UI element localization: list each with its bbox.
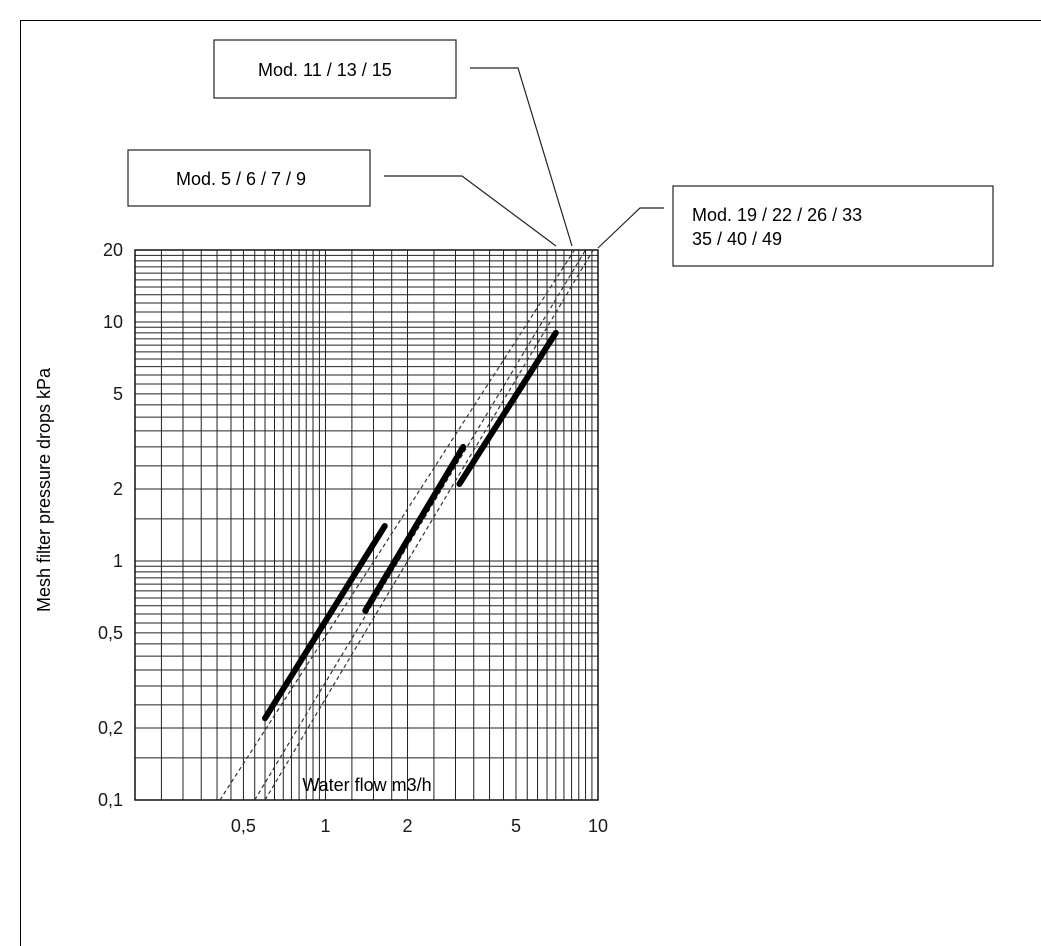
x-tick-label: 0,5 <box>231 816 256 836</box>
x-tick-label: 10 <box>588 816 608 836</box>
callout-leader <box>384 175 557 247</box>
callout-label: Mod. 19 / 22 / 26 / 33 <box>692 205 862 225</box>
operating-line <box>262 523 388 722</box>
plot-border <box>134 249 599 801</box>
callout-label: Mod. 5 / 6 / 7 / 9 <box>176 169 306 189</box>
model-callouts: Mod. 11 / 13 / 15 Mod. 5 / 6 / 7 / 9 Mod. … <box>127 39 994 267</box>
x-tick-labels: 0,5 1 2 5 10 <box>231 816 608 836</box>
x-tick-label: 2 <box>403 816 413 836</box>
callout-label: 35 / 40 / 49 <box>692 229 782 249</box>
y-tick-label: 10 <box>103 312 123 332</box>
extrapolation-lines <box>219 249 594 801</box>
operating-lines <box>262 329 559 722</box>
chart-grid <box>134 249 599 801</box>
y-tick-label: 0,2 <box>98 718 123 738</box>
x-tick-label: 1 <box>320 816 330 836</box>
callout-leader <box>470 67 573 247</box>
y-tick-label: 5 <box>113 384 123 404</box>
figure-frame <box>20 20 1041 946</box>
y-axis-label: Mesh filter pressure drops kPa <box>34 367 54 612</box>
x-tick-label: 5 <box>511 816 521 836</box>
operating-line <box>362 443 467 614</box>
extrapolation-line <box>254 249 587 801</box>
callout-label: Mod. 11 / 13 / 15 <box>258 60 392 80</box>
extrapolation-line <box>264 249 594 801</box>
callout-box <box>127 149 371 207</box>
y-tick-label: 20 <box>103 240 123 260</box>
x-axis-label: Water flow m3/h <box>302 775 431 795</box>
callout-leader <box>597 207 664 249</box>
callout-box <box>213 39 457 99</box>
y-tick-label: 0,5 <box>98 623 123 643</box>
callout-box <box>672 185 994 267</box>
operating-line <box>456 329 559 487</box>
y-tick-label: 0,1 <box>98 790 123 810</box>
y-tick-labels: 0,1 0,2 0,5 1 2 5 10 20 <box>98 240 123 810</box>
y-tick-label: 1 <box>113 551 123 571</box>
y-tick-label: 2 <box>113 479 123 499</box>
